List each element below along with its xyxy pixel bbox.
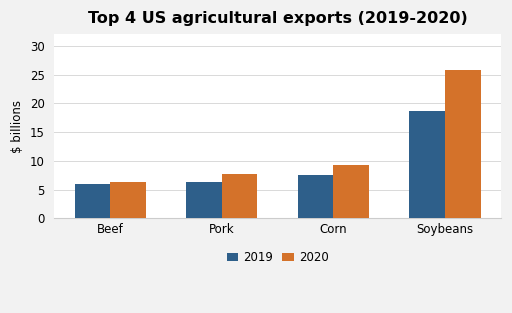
Bar bbox=[297, 175, 333, 218]
Bar bbox=[75, 184, 110, 218]
Bar bbox=[333, 165, 369, 218]
Title: Top 4 US agricultural exports (2019-2020): Top 4 US agricultural exports (2019-2020… bbox=[88, 11, 467, 26]
Bar bbox=[409, 111, 445, 218]
Bar bbox=[186, 182, 222, 218]
Bar bbox=[445, 70, 481, 218]
Legend: 2019, 2020: 2019, 2020 bbox=[226, 251, 329, 264]
Bar bbox=[222, 174, 258, 218]
Bar bbox=[110, 182, 146, 218]
Y-axis label: $ billions: $ billions bbox=[11, 100, 24, 153]
